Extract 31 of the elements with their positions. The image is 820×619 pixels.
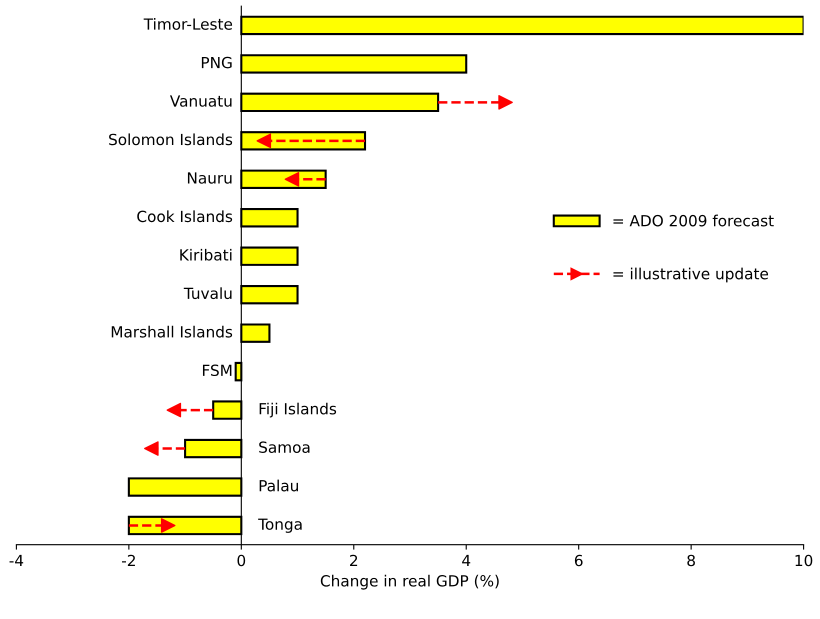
y-tick-label: Solomon Islands [109,133,232,146]
x-tick-label: 8 [687,554,695,566]
y-tick-label: Fiji Islands [260,402,336,418]
point [160,518,176,533]
y-tick-label: PNG [202,56,232,68]
x-tick-label: 6 [574,554,583,566]
y-tick-label: Tuvalu [184,287,232,300]
legend-label: = ADO 2009 forecast [613,214,774,226]
y-tick-label: Tonga [258,518,302,533]
y-tick-label: Marshall Islands [112,326,232,338]
y-tick-label: Cook Islands [137,210,232,222]
x-axis-title: Change in real GDP (%) [320,574,499,590]
y-tick-label: Timor-Leste [144,18,232,30]
x-tick-label: 2 [350,554,358,566]
y-tick-label: Vanuatu [170,95,232,107]
point [166,402,182,418]
y-tick-label: Samoa [259,441,310,453]
point [498,95,513,110]
x-tick-label: -4 [10,554,24,566]
x-tick-label: 4 [462,554,470,566]
x-tick-label: 0 [237,554,246,566]
legend-label: = illustrative update [613,268,768,282]
y-tick-label: Kiribati [180,248,232,261]
y-tick-label: Nauru [188,172,232,184]
point [144,441,159,456]
x-tick-label: 10 [796,554,812,566]
y-tick-label: FSM [202,364,232,376]
point [284,172,300,187]
y-tick-label: Palau [260,480,298,492]
x-tick-label: -2 [122,554,135,566]
point [256,134,272,148]
